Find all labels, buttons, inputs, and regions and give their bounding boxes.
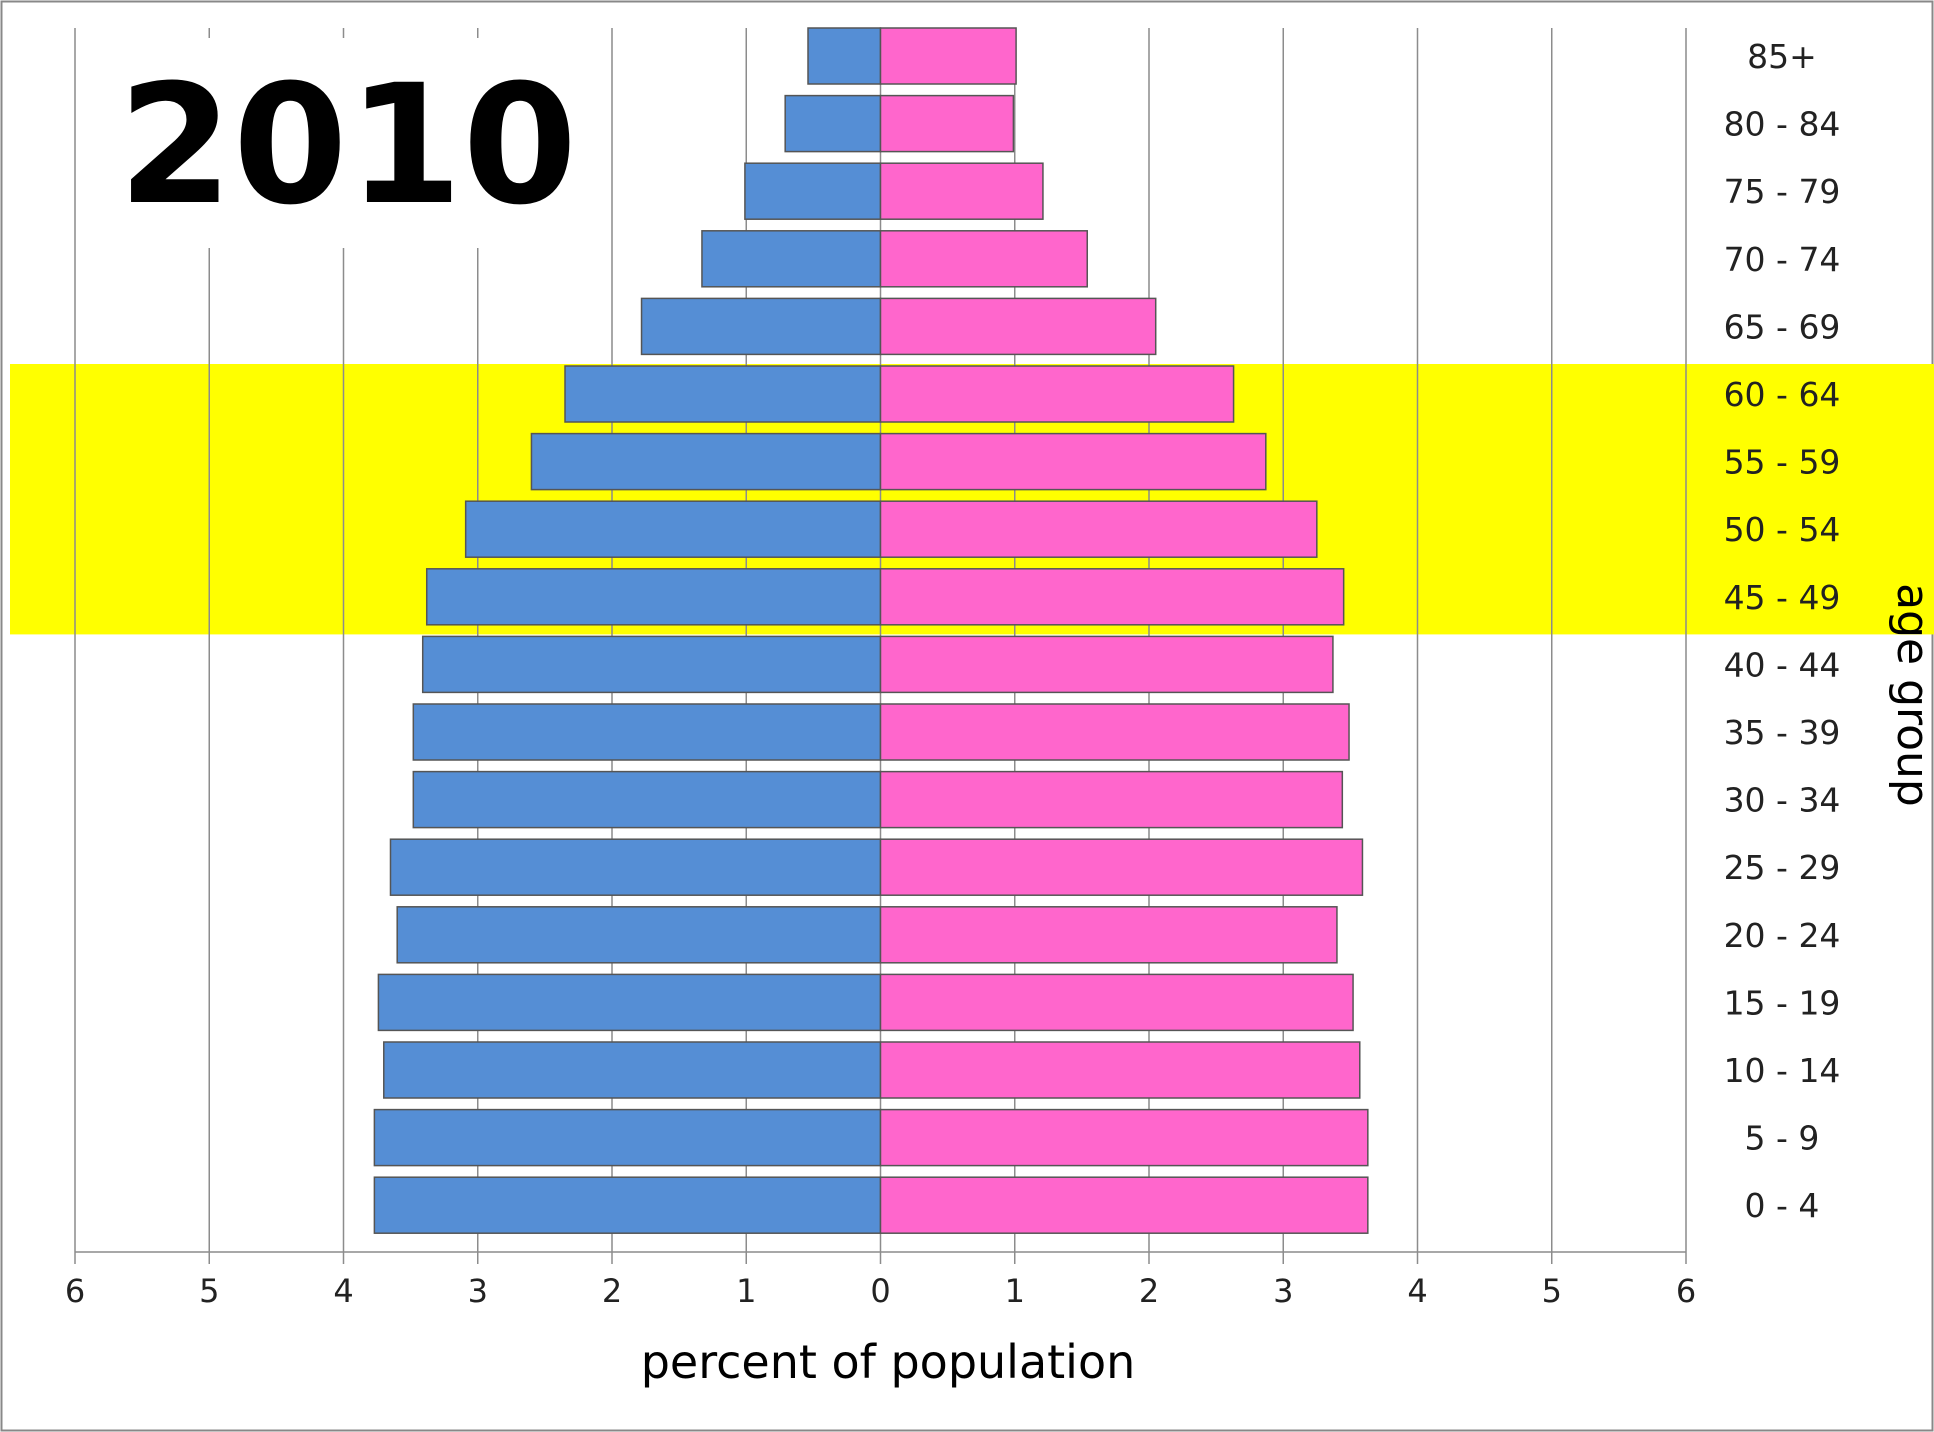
right-bar-20-24 <box>879 906 1338 964</box>
left-bar-15-19 <box>377 973 882 1032</box>
x-tick-label: 6 <box>65 1272 85 1310</box>
left-bar-85plus <box>807 27 882 85</box>
category-label: 0 - 4 <box>1745 1186 1820 1225</box>
left-bar-30-34 <box>412 770 882 829</box>
left-bar-50-54 <box>464 500 882 558</box>
x-tick-label: 2 <box>602 1272 622 1310</box>
left-bar-70-74 <box>701 230 882 288</box>
x-tick-label: 1 <box>1005 1272 1025 1310</box>
right-bar-35-39 <box>879 703 1350 761</box>
x-tick-label: 3 <box>468 1272 488 1310</box>
right-bar-25-29 <box>879 838 1364 896</box>
left-bar-60-64 <box>564 365 882 423</box>
right-bar-60-64 <box>879 365 1235 423</box>
left-bar-0-4 <box>373 1176 882 1234</box>
x-tick-label: 4 <box>1407 1272 1427 1310</box>
x-tick-label: 0 <box>870 1272 890 1310</box>
x-tick-label: 4 <box>333 1272 353 1310</box>
category-label: 55 - 59 <box>1724 443 1841 482</box>
title-background <box>85 38 515 248</box>
category-label: 10 - 14 <box>1724 1051 1841 1090</box>
left-bar-5-9 <box>373 1108 882 1167</box>
x-tick-label: 6 <box>1676 1272 1696 1310</box>
category-label: 75 - 79 <box>1724 172 1841 211</box>
right-bar-85plus <box>879 27 1017 85</box>
left-bar-80-84 <box>784 94 882 153</box>
x-tick-label: 5 <box>199 1272 219 1310</box>
right-bar-40-44 <box>879 635 1334 694</box>
left-bar-35-39 <box>412 703 882 761</box>
category-labels: 0 - 4 5 - 9 10 - 14 15 - 19 20 - 24 25 - 29 30… <box>1724 37 1841 1225</box>
category-label: 5 - 9 <box>1745 1119 1820 1158</box>
category-label: 85+ <box>1747 37 1817 76</box>
right-bar-75-79 <box>879 162 1044 220</box>
right-bar-70-74 <box>879 230 1088 288</box>
x-tick-label: 1 <box>736 1272 756 1310</box>
y-axis-title: age group <box>1887 583 1934 807</box>
category-label: 65 - 69 <box>1724 307 1841 346</box>
left-bar-25-29 <box>389 838 882 896</box>
category-label: 15 - 19 <box>1724 983 1841 1022</box>
right-bar-15-19 <box>879 973 1354 1032</box>
bars <box>373 27 1369 1234</box>
left-bar-75-79 <box>744 162 882 220</box>
left-bar-40-44 <box>421 635 882 694</box>
right-bar-55-59 <box>879 432 1267 491</box>
category-label: 40 - 44 <box>1724 645 1841 684</box>
category-label: 25 - 29 <box>1724 848 1841 887</box>
right-bar-0-4 <box>879 1176 1369 1234</box>
category-label: 70 - 74 <box>1724 240 1841 279</box>
left-bar-20-24 <box>396 906 882 964</box>
right-bar-10-14 <box>879 1041 1361 1099</box>
category-label: 35 - 39 <box>1724 713 1841 752</box>
left-bar-65-69 <box>640 297 882 356</box>
right-bar-50-54 <box>879 500 1318 558</box>
x-axis-title: percent of population <box>641 1335 1136 1389</box>
right-bar-80-84 <box>879 94 1015 153</box>
x-axis: 6 5 4 3 2 1 0 1 2 3 4 5 6 <box>65 1251 1696 1310</box>
left-bar-55-59 <box>530 432 882 491</box>
right-bar-30-34 <box>879 770 1344 829</box>
category-label: 20 - 24 <box>1724 916 1841 955</box>
category-label: 30 - 34 <box>1724 781 1841 820</box>
left-bar-10-14 <box>383 1041 882 1099</box>
category-label: 50 - 54 <box>1724 510 1841 549</box>
right-bar-65-69 <box>879 297 1157 356</box>
x-tick-label: 3 <box>1273 1272 1293 1310</box>
category-label: 80 - 84 <box>1724 105 1841 144</box>
right-bar-5-9 <box>879 1108 1369 1167</box>
category-label: 45 - 49 <box>1724 578 1841 617</box>
category-label: 60 - 64 <box>1724 375 1841 414</box>
x-tick-label: 2 <box>1139 1272 1159 1310</box>
right-bar-45-49 <box>879 568 1345 626</box>
left-bar-45-49 <box>425 568 882 626</box>
chart-title: 2010 <box>118 49 577 241</box>
x-tick-label: 5 <box>1542 1272 1562 1310</box>
